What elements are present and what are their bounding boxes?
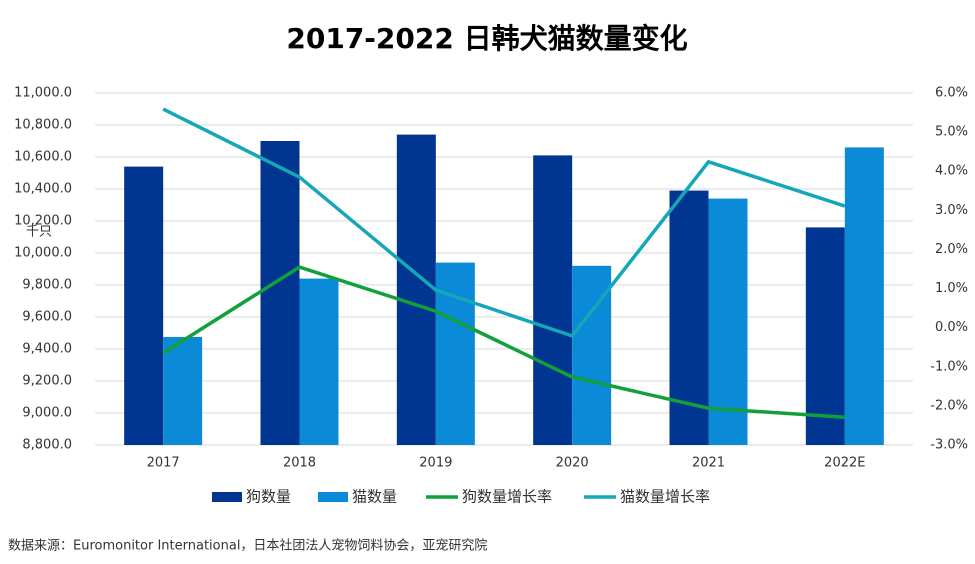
bar xyxy=(533,155,573,445)
x-tick-label: 2022E xyxy=(824,456,865,471)
bar xyxy=(844,147,884,445)
y-tick-label: 10,000.0 xyxy=(14,246,72,261)
y2-tick-label: 1.0% xyxy=(935,281,968,296)
line xyxy=(162,265,845,419)
line xyxy=(162,107,846,338)
y-unit-label: 千只 xyxy=(26,225,52,240)
y-tick-label: 9,600.0 xyxy=(22,310,72,325)
source-note: 数据来源：Euromonitor International，日本社团法人宠物饲… xyxy=(8,538,487,554)
y-tick-label: 8,800.0 xyxy=(22,438,72,453)
y-tick-label: 11,000.0 xyxy=(14,86,72,101)
y-tick-label: 9,800.0 xyxy=(22,278,72,293)
bar xyxy=(163,337,203,445)
y2-tick-label: -3.0% xyxy=(930,438,968,453)
y2-tick-label: -2.0% xyxy=(930,398,968,413)
x-tick-label: 2017 xyxy=(147,456,180,471)
y2-tick-label: 6.0% xyxy=(935,86,968,101)
legend-swatch xyxy=(212,492,242,502)
y-tick-label: 10,600.0 xyxy=(14,150,72,165)
legend-label: 猫数量增长率 xyxy=(620,488,710,506)
y-tick-label: 10,800.0 xyxy=(14,118,72,133)
x-tick-label: 2020 xyxy=(556,456,589,471)
bar xyxy=(435,262,475,445)
bar xyxy=(805,227,845,445)
y-tick-label: 10,200.0 xyxy=(14,214,72,229)
bar xyxy=(124,166,164,445)
y-tick-label: 9,200.0 xyxy=(22,374,72,389)
bar xyxy=(299,278,339,445)
y2-tick-label: -1.0% xyxy=(930,359,968,374)
chart-title: 2017-2022 日韩犬猫数量变化 xyxy=(286,22,687,55)
x-tick-label: 2018 xyxy=(283,456,316,471)
x-tick-label: 2021 xyxy=(692,456,725,471)
y2-tick-label: 5.0% xyxy=(935,125,968,140)
bar xyxy=(396,134,436,445)
bar xyxy=(260,141,300,445)
bar xyxy=(708,198,748,445)
y-tick-label: 9,000.0 xyxy=(22,406,72,421)
y2-tick-label: 0.0% xyxy=(935,320,968,335)
y-tick-label: 10,400.0 xyxy=(14,182,72,197)
legend-label: 狗数量增长率 xyxy=(462,488,552,506)
y2-tick-label: 3.0% xyxy=(935,203,968,218)
y2-tick-label: 4.0% xyxy=(935,164,968,179)
y-tick-label: 9,400.0 xyxy=(22,342,72,357)
legend-label: 猫数量 xyxy=(352,488,397,506)
legend-swatch xyxy=(318,492,348,502)
y2-tick-label: 2.0% xyxy=(935,242,968,257)
legend-label: 狗数量 xyxy=(246,488,291,506)
x-tick-label: 2019 xyxy=(419,456,452,471)
